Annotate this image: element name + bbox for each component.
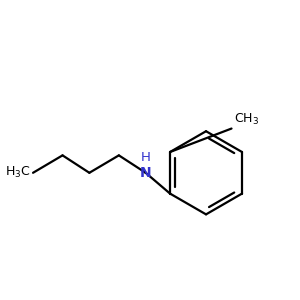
- Text: CH$_3$: CH$_3$: [234, 112, 259, 128]
- Text: H: H: [141, 151, 151, 164]
- Text: H$_3$C: H$_3$C: [5, 165, 30, 180]
- Text: N: N: [140, 166, 152, 180]
